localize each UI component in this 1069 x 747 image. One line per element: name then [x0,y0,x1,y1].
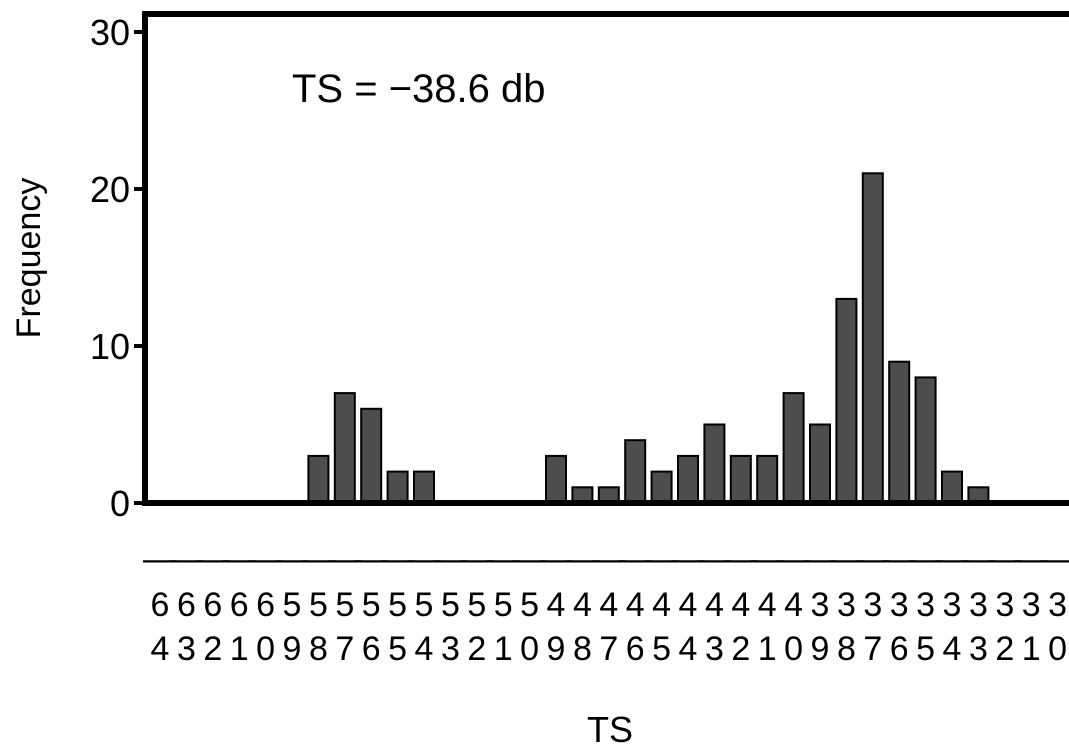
bar [413,470,435,505]
annotation: TS = −38.6 db [292,67,546,111]
x-tick-label: —3 1 [1014,540,1048,668]
bar [703,423,726,504]
x-tick-label: —3 5 [909,540,943,668]
x-tick-label: —3 6 [882,540,916,668]
y-tick-label: 10 [90,326,130,367]
x-tick-label: —6 0 [249,540,283,668]
y-tick-label: 20 [90,169,130,210]
x-tick-label: —5 8 [301,540,335,668]
bar [545,454,567,504]
x-tick-label: —6 4 [143,540,177,668]
x-tick-label: —3 3 [961,540,995,668]
x-tick-label: —30 [1041,540,1069,668]
x-tick-label: —5 7 [328,540,362,668]
x-tick-label: —3 2 [988,540,1022,668]
x-tick-label: —5 2 [460,540,494,668]
bar [677,454,699,504]
x-tick-label: —4 8 [565,540,599,668]
x-tick-label: —5 4 [407,540,441,668]
x-tick-label: —4 6 [618,540,652,668]
x-tick-label: —5 5 [381,540,415,668]
bar [624,439,647,505]
x-tick-label: —4 4 [671,540,705,668]
x-tick-label: —4 5 [645,540,679,668]
y-tick-label: 30 [90,12,130,53]
bar [861,172,884,505]
bar [756,454,779,504]
x-tick-label: —6 2 [196,540,230,668]
x-tick-label: —4 7 [592,540,626,668]
y-axis-label: Frequency [10,178,48,339]
x-tick-label: —5 9 [275,540,309,668]
bar [307,454,330,504]
x-tick-label: —3 4 [935,540,969,668]
bar [650,470,673,505]
x-tick-label: —5 1 [486,540,520,668]
bar [729,454,752,504]
x-tick-label: —5 0 [513,540,547,668]
bar [360,407,383,504]
x-tick-label: —5 3 [433,540,467,668]
bar [782,392,805,505]
x-tick-label: —4 9 [539,540,573,668]
x-tick-label: —5 6 [354,540,388,668]
bar [809,423,831,504]
x-tick-label: —4 1 [750,540,784,668]
x-tick-label: —4 0 [777,540,811,668]
bar [835,297,858,504]
bar [386,470,409,505]
y-tick-label: 0 [110,483,130,524]
x-tick-label: —3 8 [829,540,863,668]
x-tick-label: —4 2 [724,540,758,668]
x-tick-label: —3 9 [803,540,837,668]
x-tick-label: —3 7 [856,540,890,668]
bar [333,392,356,505]
x-axis-label: TS [587,709,633,747]
bar [888,360,911,505]
bar [914,376,937,504]
x-tick-label: —4 3 [697,540,731,668]
x-tick-label: —6 3 [169,540,203,668]
x-tick-label: —6 1 [222,540,256,668]
bar [941,470,963,505]
